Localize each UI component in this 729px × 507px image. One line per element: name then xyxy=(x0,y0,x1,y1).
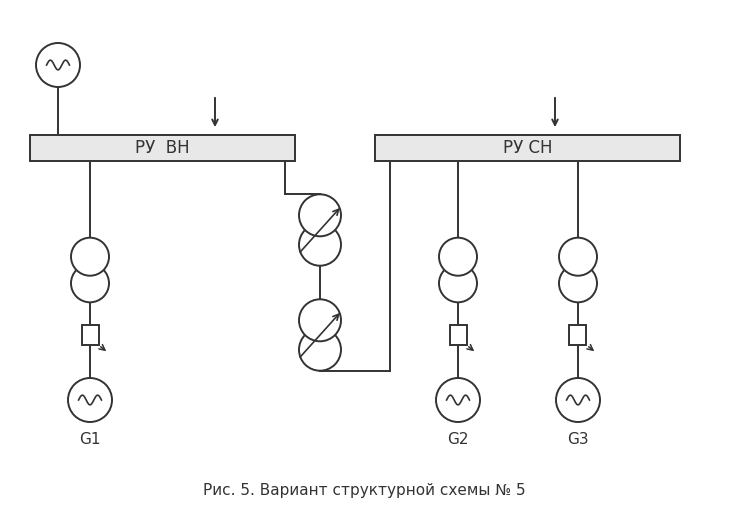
Circle shape xyxy=(299,299,341,341)
Bar xyxy=(82,325,98,345)
Circle shape xyxy=(559,264,597,302)
Circle shape xyxy=(439,238,477,276)
Circle shape xyxy=(299,194,341,236)
Circle shape xyxy=(556,378,600,422)
Circle shape xyxy=(36,43,80,87)
Bar xyxy=(30,135,295,161)
Bar xyxy=(375,135,680,161)
Bar xyxy=(450,325,467,345)
Text: G3: G3 xyxy=(567,432,589,448)
Text: РУ СН: РУ СН xyxy=(503,139,553,157)
Circle shape xyxy=(439,264,477,302)
Text: РУ  ВН: РУ ВН xyxy=(135,139,190,157)
Text: G1: G1 xyxy=(79,432,101,448)
Text: G2: G2 xyxy=(448,432,469,448)
Circle shape xyxy=(299,224,341,266)
Circle shape xyxy=(71,238,109,276)
Text: Рис. 5. Вариант структурной схемы № 5: Рис. 5. Вариант структурной схемы № 5 xyxy=(203,483,526,497)
Circle shape xyxy=(71,264,109,302)
Circle shape xyxy=(299,329,341,371)
Circle shape xyxy=(436,378,480,422)
Bar xyxy=(569,325,587,345)
Circle shape xyxy=(559,238,597,276)
Circle shape xyxy=(68,378,112,422)
